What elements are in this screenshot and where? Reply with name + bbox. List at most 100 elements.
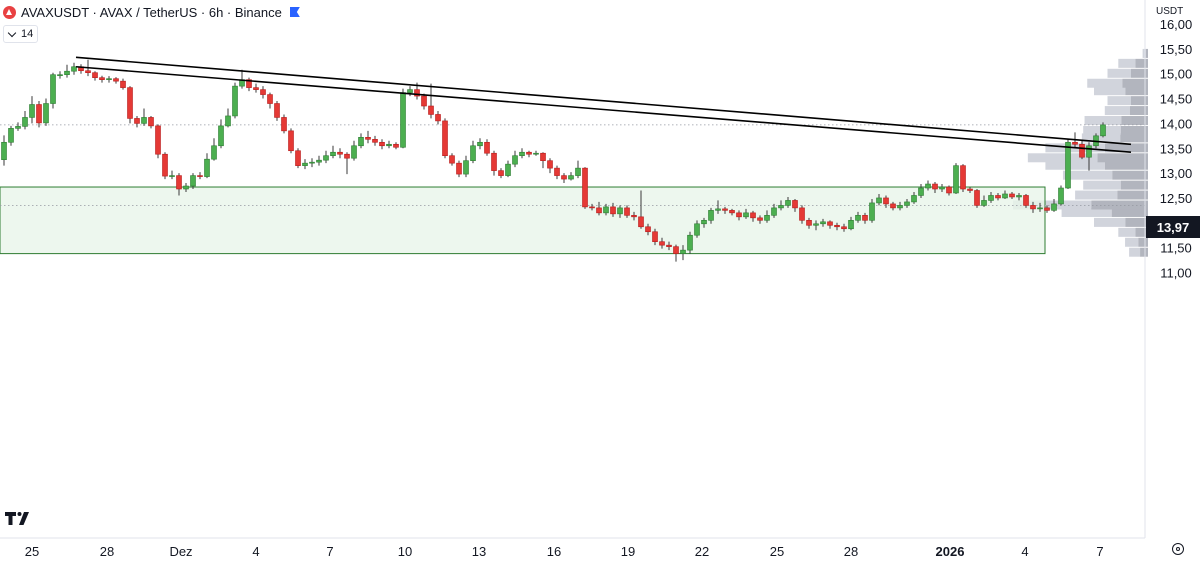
candle-down — [946, 186, 952, 194]
candle-down — [267, 94, 273, 104]
candle-down — [932, 183, 938, 190]
volume-profile-bar — [1084, 116, 1122, 126]
candle-up — [820, 221, 826, 225]
volume-profile-bar-dark — [1104, 143, 1148, 153]
settings-gear-icon[interactable] — [1172, 543, 1184, 555]
volume-profile-bar-dark — [1122, 78, 1148, 88]
candle-up — [470, 145, 476, 161]
candle-up — [603, 206, 609, 214]
dotted-price-lines — [0, 124, 1145, 206]
candle-up — [694, 223, 700, 236]
volume-profile-bar-dark — [1135, 58, 1148, 68]
candle-up — [1016, 195, 1022, 198]
flag-icon[interactable] — [289, 7, 300, 17]
candle-up — [463, 160, 469, 175]
candle-up — [687, 234, 693, 251]
candle-down — [883, 197, 889, 205]
candle-up — [218, 125, 224, 147]
volume-profile-bar — [1118, 58, 1136, 68]
time-tick-label: 10 — [398, 544, 412, 559]
candle-down — [92, 72, 98, 78]
candle-up — [764, 215, 770, 221]
volume-profile-bar — [1118, 227, 1136, 237]
time-tick-label: Dez — [169, 544, 192, 559]
candle-down — [631, 215, 637, 218]
candle-down — [162, 153, 168, 177]
candle-down — [834, 224, 840, 228]
volume-profile — [1013, 48, 1148, 257]
candle-down — [652, 231, 658, 242]
trendline — [75, 65, 1132, 154]
candle-up — [904, 201, 910, 206]
candle-down — [645, 226, 651, 233]
candle-down — [1023, 195, 1029, 206]
currency-label[interactable]: USDT — [1156, 5, 1184, 17]
candle-down — [435, 114, 441, 122]
time-tick-label: 25 — [770, 544, 784, 559]
time-tick-label: 25 — [25, 544, 39, 559]
candle-up — [771, 207, 777, 216]
candle-up — [533, 152, 539, 155]
candle-up — [505, 163, 511, 176]
candle-up — [225, 115, 231, 127]
candle-down — [344, 153, 350, 159]
volume-profile-bar — [1129, 247, 1141, 257]
indicators-toggle[interactable]: 14 — [3, 25, 39, 43]
time-axis[interactable]: 25 28 Dez 4 7 10 13 16 19 22 25 28 2026 4 7 — [25, 544, 1104, 559]
candle-down — [442, 120, 448, 157]
candle-up — [204, 158, 210, 177]
candle-up — [785, 200, 791, 206]
volume-profile-bar — [1107, 96, 1131, 106]
candle-up — [183, 185, 189, 190]
volume-profile-bar — [1094, 217, 1126, 227]
candle-down — [960, 165, 966, 190]
candle-up — [939, 186, 945, 190]
candle-down — [365, 137, 371, 140]
candle-up — [15, 126, 21, 129]
candle-down — [449, 155, 455, 164]
trendlines — [75, 56, 1132, 154]
candle-down — [295, 150, 301, 166]
candle-down — [722, 208, 728, 211]
candle-up — [988, 195, 994, 201]
price-axis[interactable]: 11,0011,5012,0012,5013,0013,5014,0014,50… — [1160, 17, 1193, 281]
candle-down — [624, 207, 630, 216]
candle-down — [421, 95, 427, 107]
candle-down — [1030, 205, 1036, 210]
candle-down — [673, 246, 679, 254]
candle-down — [974, 190, 980, 206]
candle-down — [862, 215, 868, 221]
volume-profile-bar-dark — [1130, 96, 1148, 106]
candle-series — [1, 59, 1106, 262]
candle-down — [841, 226, 847, 230]
candle-down — [547, 160, 553, 169]
price-tick-label: 11,00 — [1160, 266, 1192, 281]
candle-down — [589, 206, 595, 209]
candle-up — [64, 70, 70, 75]
candle-down — [85, 70, 91, 74]
candle-down — [792, 200, 798, 209]
candle-up — [512, 155, 518, 165]
time-tick-label: 16 — [547, 544, 561, 559]
volume-profile-bar — [1083, 180, 1121, 190]
candle-up — [519, 151, 525, 157]
volume-profile-bar — [1094, 86, 1126, 96]
candle-down — [729, 210, 735, 214]
candle-down — [288, 130, 294, 152]
candle-up — [232, 85, 238, 117]
price-tick-label: 13,00 — [1160, 166, 1193, 181]
price-tick-label: 13,50 — [1160, 141, 1193, 156]
candle-down — [274, 103, 280, 118]
price-tick-label: 15,00 — [1160, 67, 1193, 82]
time-tick-label: 2026 — [936, 544, 965, 559]
candle-up — [848, 220, 854, 230]
price-tick-label: 16,00 — [1160, 17, 1193, 32]
candle-up — [309, 161, 315, 164]
support-zone-rect — [0, 186, 1046, 255]
volume-profile-bar — [1045, 160, 1105, 170]
symbol-header[interactable]: AVAXUSDT · AVAX / TetherUS · 6h · Binanc… — [3, 3, 300, 21]
candle-down — [736, 212, 742, 218]
candle-up — [1058, 187, 1064, 205]
candle-up — [1100, 124, 1106, 137]
